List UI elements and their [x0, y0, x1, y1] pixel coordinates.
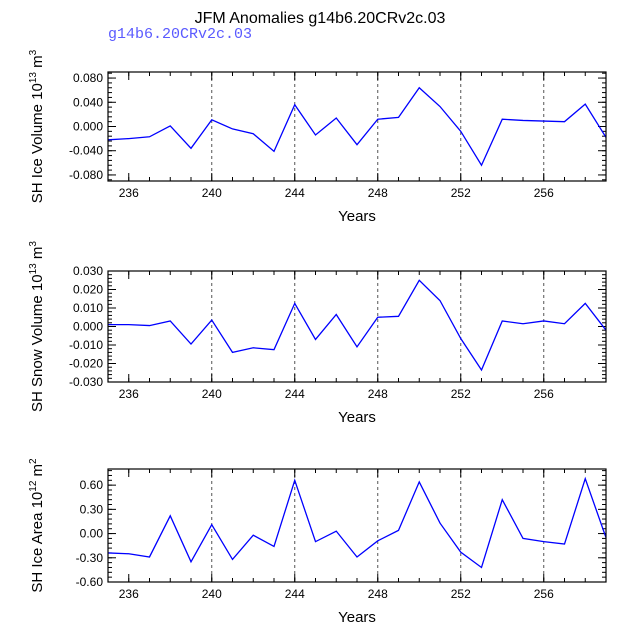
x-tick-label: 240	[202, 387, 222, 401]
panels: 236 240 244 248 252 256 -0.080 -0.040 0.000 0.040…	[28, 49, 607, 626]
panel-3: 236 240 244 248 252 256 -0.60 -0.30 0.00 0.30 0.60…	[28, 458, 607, 626]
y-axis-title: SH Ice Volume 1013 m3	[28, 49, 46, 203]
x-tick-label: 252	[451, 387, 471, 401]
x-tick-label: 252	[451, 587, 471, 601]
x-tick-label: 256	[534, 186, 554, 200]
x-tick-label: 256	[534, 587, 554, 601]
x-tick-label: 248	[368, 587, 388, 601]
plot-frame	[107, 270, 607, 383]
y-axis-title: SH Ice Area 1012 m2	[28, 458, 46, 593]
y-tick-label: 0.020	[73, 283, 103, 297]
y-tick-label: -0.080	[69, 168, 103, 182]
x-tick-label: 240	[202, 587, 222, 601]
y-tick-label: -0.040	[69, 144, 103, 158]
x-tick-label: 236	[119, 186, 139, 200]
x-tick-label: 244	[285, 387, 305, 401]
series-line	[107, 86, 607, 167]
x-tick-label: 252	[451, 186, 471, 200]
x-tick-label: 248	[368, 387, 388, 401]
y-tick-label: 0.030	[73, 264, 103, 278]
x-tick-label: 236	[119, 387, 139, 401]
panel-1: 236 240 244 248 252 256 -0.080 -0.040 0.000 0.040…	[28, 49, 607, 225]
y-tick-label: 0.040	[73, 95, 103, 109]
panel-2: 236 240 244 248 252 256 -0.030 -0.020 -0.010 0.00…	[28, 241, 607, 426]
plot-frame	[107, 71, 607, 182]
plot-frame	[107, 468, 607, 583]
y-axis-title: SH Snow Volume 1013 m3	[28, 241, 46, 412]
y-tick-label: -0.30	[76, 551, 104, 565]
x-axis-title: Years	[338, 409, 376, 426]
x-tick-label: 248	[368, 186, 388, 200]
y-tick-label: 0.010	[73, 301, 103, 315]
y-tick-label: 0.080	[73, 71, 103, 85]
y-tick-label: -0.010	[69, 338, 103, 352]
y-tick-label: -0.020	[69, 357, 103, 371]
series-line	[107, 476, 607, 569]
x-tick-label: 236	[119, 587, 139, 601]
figure-title: JFM Anomalies g14b6.20CRv2c.03	[195, 10, 446, 27]
y-tick-label: 0.000	[73, 120, 103, 134]
x-tick-label: 256	[534, 387, 554, 401]
x-tick-label: 240	[202, 186, 222, 200]
figure-subtitle: g14b6.20CRv2c.03	[108, 26, 252, 43]
y-tick-label: 0.60	[80, 478, 104, 492]
x-axis-title: Years	[338, 208, 376, 225]
y-tick-label: 0.000	[73, 320, 103, 334]
series-line	[108, 279, 607, 372]
y-tick-label: 0.00	[80, 527, 104, 541]
y-tick-label: 0.30	[80, 502, 104, 516]
y-tick-label: -0.030	[69, 375, 103, 389]
x-tick-label: 244	[285, 186, 305, 200]
x-tick-label: 244	[285, 587, 305, 601]
y-tick-label: -0.60	[76, 575, 104, 589]
x-axis-title: Years	[338, 609, 376, 626]
